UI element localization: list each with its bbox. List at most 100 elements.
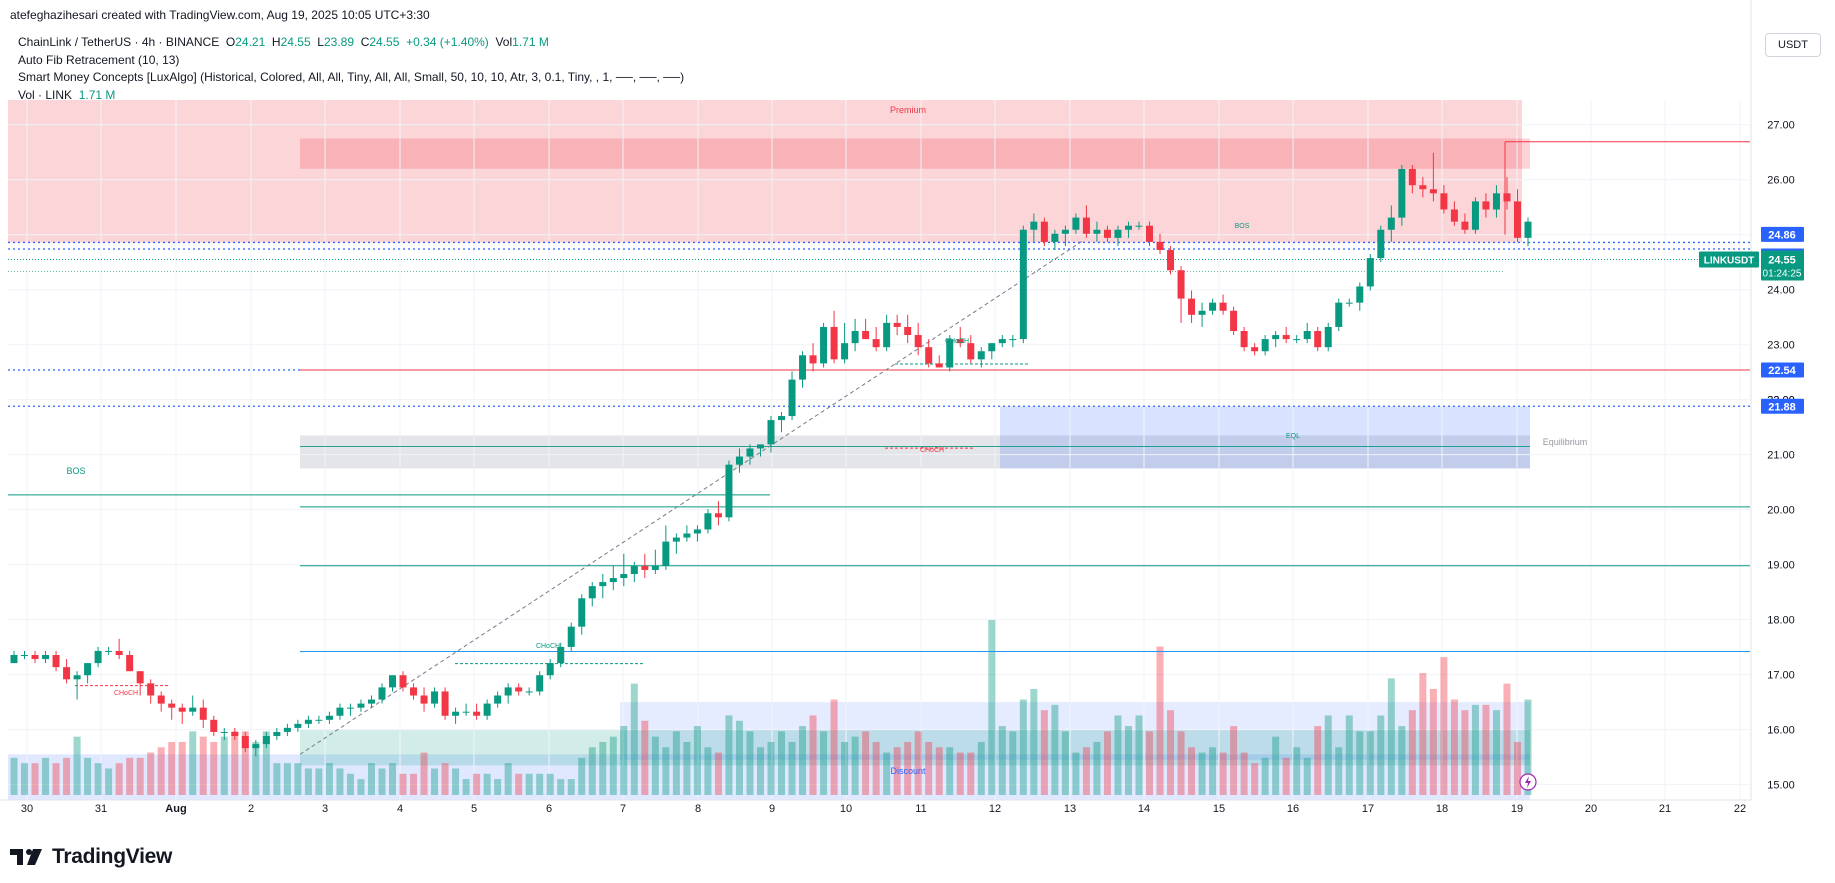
volume-bar [851,736,859,795]
price-tick: 16.00 [1767,725,1795,737]
volume-bar [746,731,754,795]
volume-bar [1408,710,1416,795]
volume-bar [42,757,50,795]
candle-body [252,744,260,749]
symbol-title[interactable]: ChainLink / TetherUS · 4h · BINANCE [18,35,220,49]
candle-body [1524,221,1532,238]
demand-block [1000,406,1530,469]
volume-bar [1482,704,1490,795]
candle-body [693,529,701,534]
volume-bar [693,726,701,795]
time-tick: 18 [1436,803,1448,815]
candle-body [452,711,460,716]
close-label: C [360,35,370,49]
close-value: 24.55 [369,35,400,49]
candle-body [988,343,996,352]
volume-bar [136,757,144,795]
low-label: L [317,35,324,49]
candle-body [1314,330,1322,348]
indicator-volume[interactable]: Vol · LINK 1.71 M [18,87,684,105]
volume-bar [998,726,1006,795]
candle-body [788,379,796,417]
candle-body [599,582,607,587]
indicator-fib[interactable]: Auto Fib Retracement (10, 13) [18,52,180,67]
time-tick: 31 [95,803,107,815]
currency-button[interactable]: USDT [1765,33,1821,57]
volume-bar [157,747,165,795]
candle-body [872,339,880,348]
volume-bar [105,768,113,795]
volume-bar [662,747,670,795]
candle-body [1450,209,1458,222]
volume-bar [809,715,817,795]
candle-body [546,663,554,676]
volume-bar [357,779,365,795]
premium-label: Premium [890,105,926,115]
time-tick: 5 [471,803,477,815]
choch-label: CHoCH [114,690,138,697]
volume-bar [893,747,901,795]
author-watermark: atefeghazihesari created with TradingVie… [10,8,430,22]
volume-bar [546,773,554,795]
candle-body [1167,249,1175,271]
volume-bar [651,736,659,795]
price-tick: 19.00 [1767,560,1795,572]
candle-body [756,444,764,449]
countdown-text: 01:24:25 [1763,268,1802,279]
volume-bar [1135,715,1143,795]
candle-body [935,363,943,368]
volume-bar [346,773,354,795]
volume-bar [63,757,71,795]
volume-bar [262,731,270,795]
volume-bar [956,752,964,795]
volume-bar [1398,726,1406,795]
time-tick: 12 [989,803,1001,815]
price-tick: 23.00 [1767,340,1795,352]
volume-bar [73,736,81,795]
bos-label: BOS [66,466,85,476]
volume-bar [641,720,649,795]
volume-bar [1387,678,1395,795]
candle-body [809,355,817,364]
candle-body [283,727,291,732]
candle-body [1177,270,1185,299]
volume-bar [515,773,523,795]
candle-body [504,687,512,696]
tradingview-logo[interactable]: TradingView [10,845,172,869]
candle-body [883,322,891,348]
candle-body [241,736,249,749]
bos-label: BOS [1235,223,1250,230]
volume-bar [788,741,796,795]
volume-bar [168,741,176,795]
volume-bar [1377,715,1385,795]
volume-bar [977,741,985,795]
indicator-smc[interactable]: Smart Money Concepts [LuxAlgo] (Historic… [18,70,685,84]
volume-bar [1513,741,1521,795]
high-value: 24.55 [280,35,311,49]
price-label-text: 24.86 [1768,229,1796,241]
candle-body [168,703,176,708]
candle-body [126,655,134,672]
flash-icon [1519,773,1537,791]
eql-label: EQL [1286,433,1300,440]
symbol-tag-text: LINKUSDT [1704,255,1755,266]
candle-body [1461,221,1469,230]
candle-body [410,687,418,696]
volume-bar [1009,731,1017,795]
volume-bar [1019,699,1027,795]
candle-body [147,683,155,696]
volume-bar [494,779,502,795]
volume-bar [1030,688,1038,795]
candle-body [42,655,50,660]
volume-bar [410,773,418,795]
time-tick: 22 [1734,803,1746,815]
volume-bar [725,715,733,795]
candle-body [1356,286,1364,303]
equilibrium-zone [300,435,1530,469]
candle-body [1009,339,1017,341]
volume-bar [378,768,386,795]
volume-bar [557,779,565,795]
volume-bar [841,741,849,795]
candle-body [672,537,680,542]
